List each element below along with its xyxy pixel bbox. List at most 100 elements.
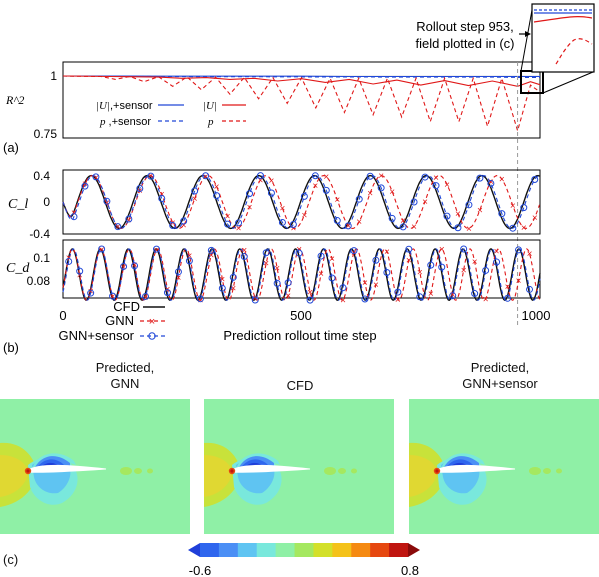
cd-marker-gnnsensor-14 [218,284,226,292]
legend-gnnsensor-marker [148,332,156,340]
cd-marker-gnnsensor-34 [438,263,446,271]
cl-ytick-m04: -0.4 [29,227,50,241]
callout-line2: field plotted in (c) [416,36,515,51]
cl-marker-gnn-27: × [367,189,373,200]
cd-marker-gnn-29: × [384,247,390,258]
cl-line-gnn [62,175,541,229]
cl-marker-gnn-24: × [334,195,340,206]
cl-marker-gnn-20: × [290,224,296,235]
r2-ytick-075: 0.75 [34,127,58,141]
cd-marker-gnnsensor-26 [350,247,358,255]
colorbar-cell-6 [294,543,314,557]
cl-marker-gnnsensor-16 [246,190,254,198]
r2-legend: |U|,+sensor p ,+sensor |U| p [96,100,246,128]
cl-marker-gnnsensor-12 [202,172,210,180]
cd-marker-gnn-18: × [263,259,269,270]
cl-marker-gnn-2: × [93,173,99,184]
cl-marker-gnn-10: × [181,221,187,232]
cl-marker-gnnsensor-25 [344,222,352,230]
cd-marker-gnn-37: × [472,257,478,268]
cl-marker-gnn-11: × [192,194,198,205]
cl-marker-gnn-29: × [389,187,395,198]
cd-marker-gnn-2: × [88,287,94,298]
cl-marker-gnnsensor-7 [147,172,155,180]
legend-gnn-label: GNN [105,313,134,328]
cd-marker-gnn-25: × [340,295,346,306]
xtick-500: 500 [290,308,312,323]
cd-marker-gnnsensor-29 [383,269,391,277]
cd-marker-gnnsensor-20 [284,279,292,287]
colorbar-cell-8 [332,543,352,557]
cd-marker-gnn-24: × [329,254,335,265]
legend-gnnsensor-label: GNN+sensor [59,328,135,343]
cd-marker-gnn-8: × [154,245,160,256]
cl-line-cfd [62,174,540,230]
xtick-0: 0 [59,308,66,323]
cl-marker-gnnsensor-42 [531,175,539,183]
cl-marker-gnnsensor-37 [476,174,484,182]
cl-marker-gnn-39: × [499,174,505,185]
panel-b-label: (b) [3,340,19,355]
cd-marker-gnn-23: × [318,269,324,280]
cd-marker-gnn-6: × [132,260,138,271]
cl-marker-gnn-38: × [488,177,494,188]
cd-marker-gnnsensor-39 [493,258,501,266]
cl-marker-gnn-37: × [477,205,483,216]
cl-marker-gnnsensor-15 [235,219,243,227]
cd-marker-gnn-34: × [439,244,445,255]
zoom-connector-bottom [542,71,594,94]
cd-marker-gnnsensor-32 [416,293,424,301]
cd-marker-gnnsensor-6 [131,262,139,270]
colorbar-cell-10 [370,543,390,557]
cl-marker-gnn-22: × [312,181,318,192]
cd-marker-gnnsensor-13 [207,246,215,254]
cl-marker-gnnsensor-5 [125,215,133,223]
cl-marker-gnnsensor-35 [454,224,462,232]
field-title-sensor-line1: Predicted, [470,360,530,375]
cd-marker-gnnsensor-33 [427,261,435,269]
cl-marker-gnnsensor-13 [213,192,221,200]
cl-marker-gnn-1: × [82,179,88,190]
r2-series-3 [62,75,541,133]
cl-marker-gnnsensor-33 [432,182,440,190]
cd-marker-gnnsensor-12 [196,295,204,303]
cl-marker-gnn-31: × [411,222,417,233]
cd-marker-gnn-31: × [406,255,412,266]
cl-marker-gnnsensor-8 [158,194,166,202]
cl-marker-gnn-36: × [466,224,472,235]
field-cfd [203,398,395,535]
callout-arrowhead [525,31,531,37]
cl-marker-gnn-3: × [104,198,110,209]
cl-marker-gnn-41: × [521,223,527,234]
cd-marker-gnnsensor-40 [504,294,512,302]
legend-u-label: |U| [203,100,217,112]
cd-marker-gnn-39: × [494,246,500,257]
zoom-connector-top [520,9,533,72]
cl-marker-gnnsensor-21 [300,192,308,200]
colorbar-cell-9 [351,543,371,557]
chart-figure: R^2 1 0.75 |U|,+sensor p ,+sensor |U| p … [3,3,595,355]
cl-marker-gnnsensor-36 [465,201,473,209]
legend-cfd-label: CFD [113,299,140,314]
cl-marker-gnnsensor-6 [136,184,144,192]
cl-marker-gnnsensor-18 [267,189,275,197]
cd-marker-gnn-12: × [197,296,203,307]
cd-marker-gnnsensor-3 [98,245,106,253]
r2-plot-frame [62,61,541,139]
cd-marker-gnnsensor-41 [515,246,523,254]
legend-u-sensor-label: |U|,+sensor [96,100,153,112]
cl-marker-gnnsensor-22 [311,172,319,180]
cd-marker-gnnsensor-30 [394,288,402,296]
cd-marker-gnnsensor-42 [526,285,534,293]
cd-marker-gnn-4: × [110,292,116,303]
cl-marker-gnn-17: × [258,175,264,186]
cl-marker-gnn-16: × [247,203,253,214]
colorbar-cell-11 [389,543,409,557]
cd-marker-gnnsensor-16 [240,253,248,261]
cd-marker-gnnsensor-18 [262,249,270,257]
cl-marker-gnn-34: × [444,180,450,191]
field-title-sensor-line2: GNN+sensor [462,376,538,391]
cd-marker-gnn-5: × [121,262,127,273]
cl-marker-gnnsensor-17 [256,172,264,180]
cd-marker-gnnsensor-2 [87,289,95,297]
